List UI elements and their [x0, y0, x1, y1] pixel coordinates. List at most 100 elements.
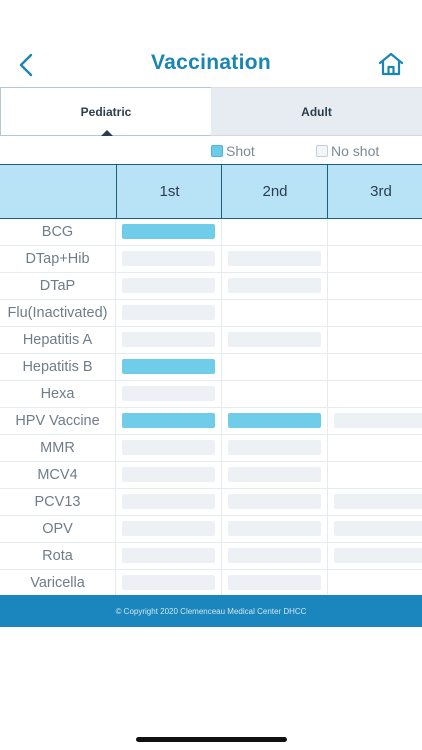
dose-bar-shot[interactable] [122, 224, 215, 239]
dose-cell [222, 327, 328, 353]
table-row: Varicella [0, 570, 422, 597]
footer: © Copyright 2020 Clemenceau Medical Cent… [0, 595, 422, 627]
table-row: BCG [0, 219, 422, 246]
dose-bar-noshot[interactable] [122, 467, 215, 482]
dose-bar-shot[interactable] [122, 413, 215, 428]
dose-cell [222, 246, 328, 272]
dose-bar-noshot[interactable] [228, 467, 321, 482]
dose-cell [116, 543, 222, 569]
dose-cell [328, 300, 422, 326]
dose-bar-noshot[interactable] [228, 521, 321, 536]
dose-cell [328, 408, 422, 434]
dose-cell [116, 381, 222, 407]
dose-bar-noshot[interactable] [122, 386, 215, 401]
dose-bar-noshot[interactable] [122, 494, 215, 509]
dose-cell [222, 570, 328, 596]
dose-bar-noshot[interactable] [228, 332, 321, 347]
dose-bar-noshot[interactable] [122, 548, 215, 563]
dose-cell [222, 219, 328, 245]
dose-bar-shot[interactable] [122, 359, 215, 374]
dose-bar-noshot[interactable] [228, 440, 321, 455]
dose-cell [222, 435, 328, 461]
dose-cell [328, 246, 422, 272]
dose-bar-noshot[interactable] [228, 494, 321, 509]
dose-bar-noshot[interactable] [228, 251, 321, 266]
dose-bar-noshot[interactable] [122, 305, 215, 320]
dose-cell [116, 570, 222, 596]
header-bar: Vaccination [0, 40, 422, 88]
home-icon [378, 52, 404, 76]
dose-cell [328, 219, 422, 245]
vaccine-name: DTap+Hib [0, 246, 116, 272]
dose-cell [328, 489, 422, 515]
dose-bar-noshot[interactable] [334, 494, 422, 509]
dose-cell [328, 435, 422, 461]
dose-bar-noshot[interactable] [334, 413, 422, 428]
dose-bar-noshot[interactable] [334, 521, 422, 536]
dose-cell [222, 381, 328, 407]
table-row: MMR [0, 435, 422, 462]
dose-bar-noshot[interactable] [122, 332, 215, 347]
dose-bar-noshot[interactable] [122, 278, 215, 293]
tab-bar: Pediatric Adult [0, 87, 422, 136]
back-button[interactable] [14, 52, 38, 78]
column-header-1st: 1st [116, 165, 222, 218]
dose-cell [116, 354, 222, 380]
home-indicator[interactable] [136, 737, 287, 742]
dose-cell [116, 300, 222, 326]
dose-cell [116, 435, 222, 461]
tab-pediatric[interactable]: Pediatric [0, 87, 212, 136]
dose-cell [328, 354, 422, 380]
dose-cell [222, 489, 328, 515]
legend-shot-label: Shot [226, 143, 255, 159]
vaccine-name: PCV13 [0, 489, 116, 515]
vaccine-name: DTaP [0, 273, 116, 299]
dose-cell [116, 246, 222, 272]
vaccine-name: Hepatitis B [0, 354, 116, 380]
home-button[interactable] [378, 52, 404, 76]
dose-cell [116, 273, 222, 299]
dose-bar-noshot[interactable] [122, 575, 215, 590]
vaccine-name: Rota [0, 543, 116, 569]
vaccine-name: OPV [0, 516, 116, 542]
tab-adult[interactable]: Adult [211, 87, 422, 136]
dose-bar-noshot[interactable] [228, 575, 321, 590]
table-row: Hepatitis B [0, 354, 422, 381]
vaccine-name: Flu(Inactivated) [0, 300, 116, 326]
dose-bar-noshot[interactable] [122, 521, 215, 536]
dose-cell [328, 543, 422, 569]
table-row: HPV Vaccine [0, 408, 422, 435]
vaccine-name: BCG [0, 219, 116, 245]
chevron-left-icon [19, 53, 33, 77]
tab-adult-label: Adult [301, 104, 332, 119]
vaccine-name: Hepatitis A [0, 327, 116, 353]
dose-cell [328, 462, 422, 488]
legend-noshot-label: No shot [331, 143, 380, 159]
dose-cell [328, 273, 422, 299]
table-row: DTap+Hib [0, 246, 422, 273]
vaccination-table: 1st 2nd 3rd BCG DTap+Hib DTaP Flu(Inactivat… [0, 164, 422, 597]
vaccine-name: MCV4 [0, 462, 116, 488]
shot-swatch [211, 145, 223, 157]
dose-bar-noshot[interactable] [228, 548, 321, 563]
dose-cell [222, 408, 328, 434]
dose-bar-noshot[interactable] [228, 278, 321, 293]
table-row: Rota [0, 543, 422, 570]
dose-cell [328, 516, 422, 542]
dose-cell [116, 327, 222, 353]
dose-bar-shot[interactable] [228, 413, 321, 428]
dose-bar-noshot[interactable] [122, 251, 215, 266]
dose-cell [222, 543, 328, 569]
dose-cell [222, 516, 328, 542]
tab-pediatric-label: Pediatric [80, 104, 132, 119]
dose-cell [116, 516, 222, 542]
table-row: OPV [0, 516, 422, 543]
table-row: PCV13 [0, 489, 422, 516]
vaccine-name: MMR [0, 435, 116, 461]
dose-cell [328, 381, 422, 407]
dose-cell [222, 300, 328, 326]
dose-bar-noshot[interactable] [122, 440, 215, 455]
page-title: Vaccination [150, 51, 271, 74]
dose-cell [222, 354, 328, 380]
dose-bar-noshot[interactable] [334, 548, 422, 563]
